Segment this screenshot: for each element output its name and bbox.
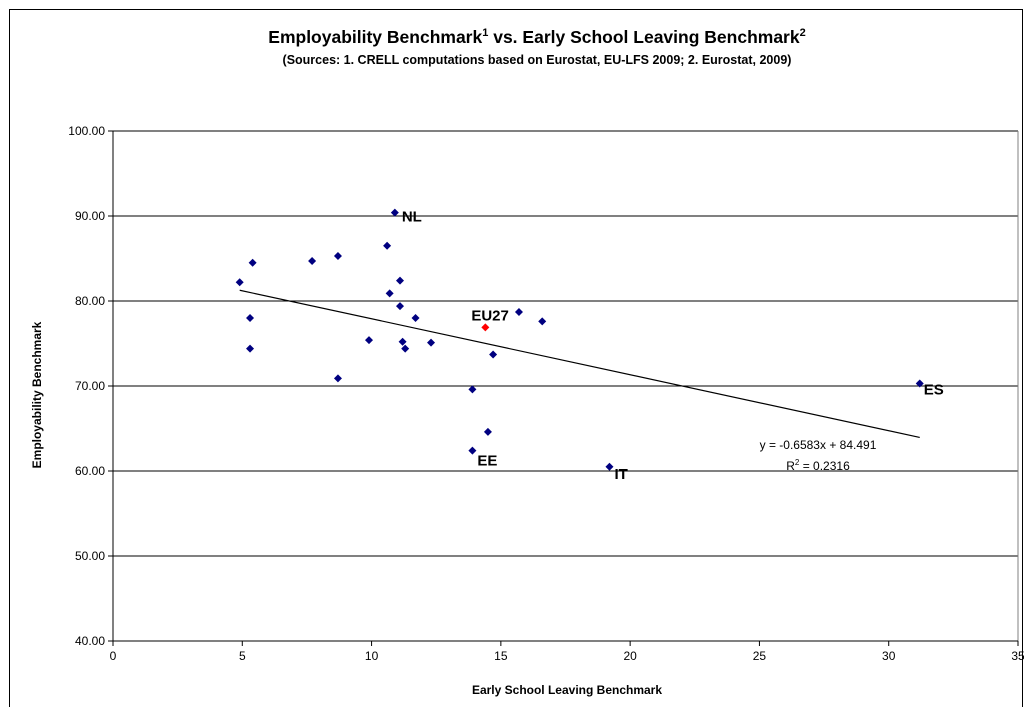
data-point <box>246 344 255 353</box>
data-point <box>489 350 498 359</box>
data-point <box>427 338 436 347</box>
data-point <box>411 314 420 322</box>
data-point <box>396 302 405 311</box>
trendline-equation: y = -0.6583x + 84.491 <box>760 438 877 452</box>
data-point <box>514 308 523 317</box>
data-point <box>235 278 244 287</box>
data-point <box>333 374 342 383</box>
point-label-nl: NL <box>402 209 422 226</box>
data-point <box>333 251 342 260</box>
data-point <box>401 344 410 353</box>
y-tick-label: 70.00 <box>75 379 105 393</box>
data-point <box>398 337 407 346</box>
data-point-ee <box>468 446 477 455</box>
data-point <box>538 317 547 326</box>
point-label-it: IT <box>614 466 627 483</box>
point-label-eu27: EU27 <box>471 307 509 324</box>
point-label-ee: EE <box>477 453 497 470</box>
data-point <box>364 336 373 345</box>
data-point <box>248 258 257 267</box>
data-point-es <box>915 379 924 388</box>
data-point <box>246 314 255 322</box>
data-point <box>483 427 492 436</box>
data-point <box>383 241 392 250</box>
chart-subtitle: (Sources: 1. CRELL computations based on… <box>283 53 792 67</box>
title-superscript-1: 1 <box>482 27 488 39</box>
trendline-r-squared: R2 = 0.2316 <box>786 458 850 473</box>
x-axis-title: Early School Leaving Benchmark <box>472 683 662 697</box>
x-tick-label: 0 <box>110 649 117 663</box>
data-point <box>308 257 317 266</box>
data-point-it <box>605 462 614 471</box>
y-tick-label: 90.00 <box>75 209 105 223</box>
x-tick-label: 35 <box>1011 649 1024 663</box>
point-label-es: ES <box>924 381 944 398</box>
x-tick-label: 25 <box>753 649 767 663</box>
data-point <box>396 276 405 285</box>
y-axis-title: Employability Benchmark <box>30 321 44 468</box>
trendline <box>239 289 920 438</box>
gridlines <box>113 130 1018 557</box>
x-tick-label: 5 <box>239 649 246 663</box>
x-tick-label: 10 <box>365 649 379 663</box>
chart-frame: Employability Benchmark1 vs. Early Schoo… <box>9 9 1024 707</box>
data-point <box>468 385 477 394</box>
data-point-nl <box>390 208 399 217</box>
y-tick-label: 100.00 <box>68 124 105 138</box>
y-tick-label: 80.00 <box>75 294 105 308</box>
title-superscript-2: 2 <box>800 27 806 39</box>
data-points: NL ES EE IT EU27 <box>235 208 944 483</box>
trendline-group <box>239 289 920 438</box>
y-tick-label: 40.00 <box>75 634 105 648</box>
x-tick-label: 20 <box>623 649 637 663</box>
chart-title: Employability Benchmark1 vs. Early Schoo… <box>268 27 805 47</box>
y-tick-label: 50.00 <box>75 549 105 563</box>
scatter-chart: Employability Benchmark1 vs. Early Schoo… <box>30 27 1024 697</box>
x-tick-label: 30 <box>882 649 896 663</box>
axes: 40.00 50.00 60.00 70.00 80.00 90.00 100.00 0 5 10… <box>68 124 1024 663</box>
data-point <box>385 289 394 298</box>
data-point-eu27 <box>481 323 490 332</box>
x-tick-label: 15 <box>494 649 508 663</box>
y-tick-label: 60.00 <box>75 464 105 478</box>
